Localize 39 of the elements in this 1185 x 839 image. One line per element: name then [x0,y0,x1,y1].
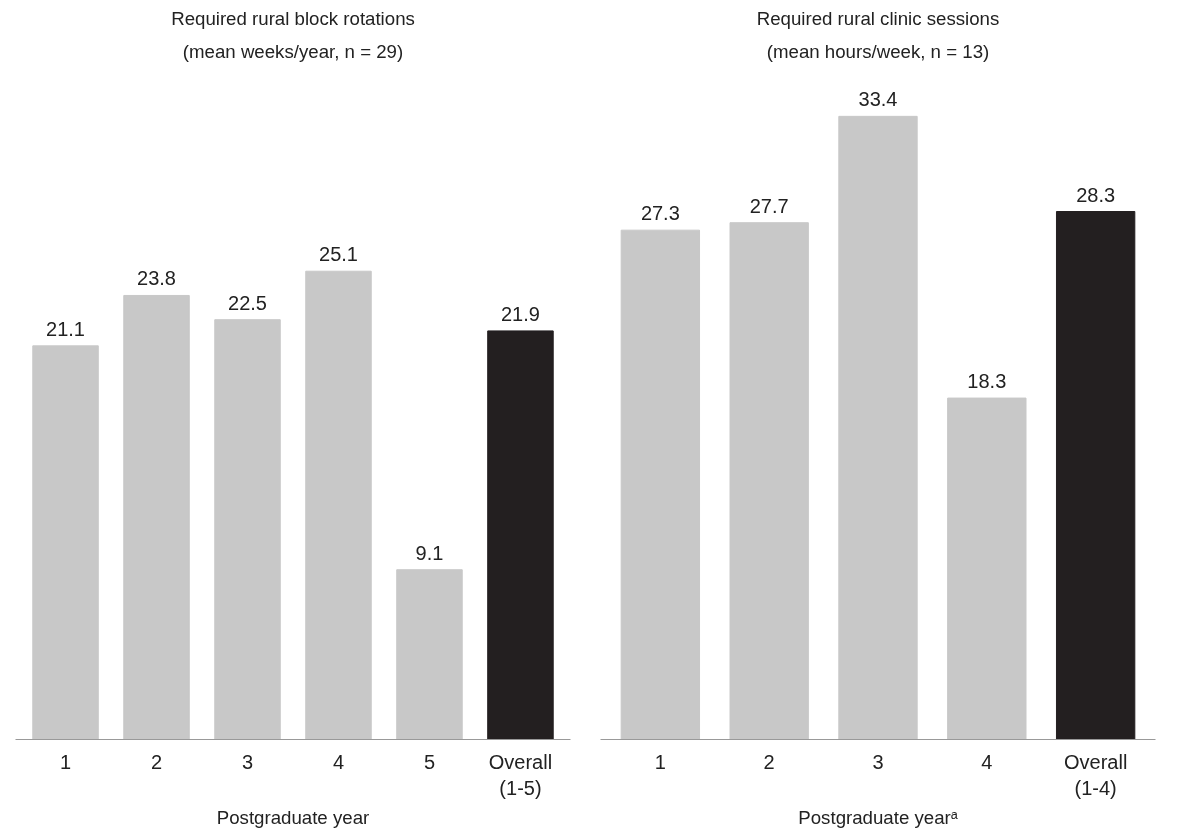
chart-subtitle: (mean weeks/year, n = 29) [182,40,404,62]
x-tick-label: 3 [241,750,254,773]
x-tick-label: Overall (1-4) [1063,750,1128,799]
x-tick-label: 2 [150,750,163,773]
x-tick-label: 1 [654,750,666,773]
data-label: 21.1 [46,317,86,340]
data-label: 27.3 [640,202,680,225]
x-tick-label: 2 [763,750,775,773]
x-tick-label: 3 [872,750,884,773]
data-label: 22.5 [228,291,267,314]
data-label: 25.1 [319,243,358,266]
x-tick-label: Overall (1-5) [488,750,553,799]
chart-title: Required rural clinic sessions [756,7,1000,29]
chart-subtitle: (mean hours/week, n = 13) [766,40,990,62]
data-label: 33.4 [858,88,898,111]
x-axis-title: Postgraduate yearᵃ [798,806,959,828]
bar [305,270,372,740]
bar [214,319,281,740]
data-label: 27.7 [749,194,789,217]
bar [487,330,554,740]
data-label: 9.1 [415,541,444,564]
chart-title: Required rural block rotations [171,7,415,29]
x-tick-label: 4 [332,750,345,773]
x-tick-label: 4 [981,750,993,773]
data-label: 21.9 [501,302,540,325]
bar [396,569,463,740]
bar [32,345,99,740]
bar [123,294,190,740]
bar [1055,211,1136,740]
bar [620,229,701,740]
x-tick-label: 5 [423,750,436,773]
data-label: 28.3 [1076,183,1116,206]
data-label: 18.3 [967,370,1007,393]
bar [838,115,918,740]
bar [729,222,809,740]
bar [947,397,1027,740]
x-axis-title: Postgraduate year [216,806,370,828]
data-label: 23.8 [137,267,176,290]
x-tick-label: 1 [59,750,72,773]
